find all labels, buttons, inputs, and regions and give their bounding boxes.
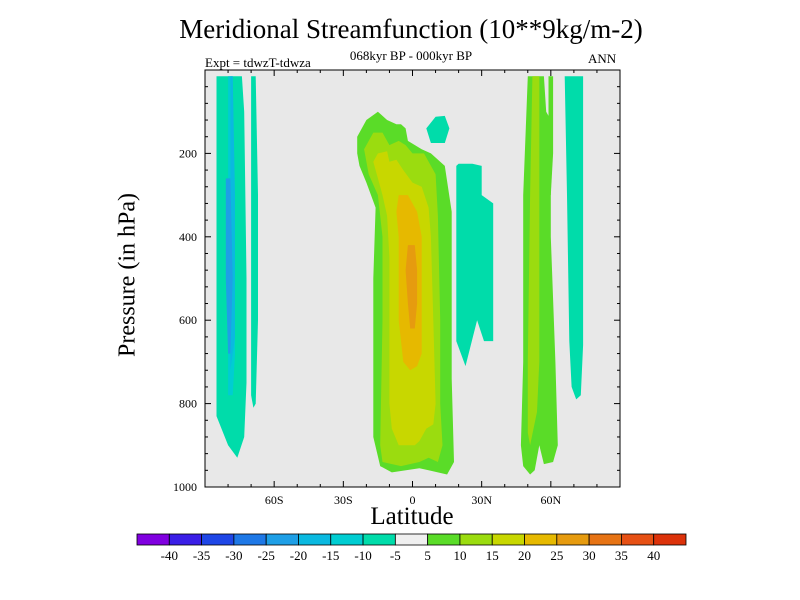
contour-region-14 bbox=[527, 76, 540, 446]
colorbar-label: -25 bbox=[258, 548, 275, 563]
y-tick-label: 200 bbox=[179, 146, 197, 160]
colorbar-label: -10 bbox=[354, 548, 371, 563]
chart-subtitle: 068kyr BP - 000kyr BP bbox=[349, 48, 473, 63]
plot-area bbox=[205, 70, 620, 487]
colorbar-label: 35 bbox=[615, 548, 628, 563]
chart-title: Meridional Streamfunction (10**9kg/m-2) bbox=[179, 14, 643, 44]
x-tick-label: 30N bbox=[471, 493, 492, 507]
contour-region-7 bbox=[564, 76, 584, 400]
contour-region-4 bbox=[251, 76, 258, 408]
y-tick-label: 1000 bbox=[173, 480, 197, 494]
colorbar-label: -15 bbox=[322, 548, 339, 563]
colorbar-box bbox=[653, 533, 687, 546]
colorbar-box bbox=[588, 533, 622, 546]
y-tick-label: 600 bbox=[179, 313, 197, 327]
colorbar-label: 15 bbox=[486, 548, 499, 563]
colorbar-label: 40 bbox=[647, 548, 660, 563]
colorbar-box bbox=[233, 533, 267, 546]
contour-region-12 bbox=[405, 245, 418, 329]
colorbar-box bbox=[459, 533, 493, 546]
x-axis-label: Latitude bbox=[370, 503, 454, 530]
axes: 60S 30S 0 30N 60N 200 400 600 800 1000 bbox=[173, 69, 621, 507]
colorbar-box bbox=[621, 533, 655, 546]
colorbar-label: -35 bbox=[193, 548, 210, 563]
colorbar-box bbox=[330, 533, 364, 546]
x-tick-label: 60S bbox=[265, 493, 284, 507]
colorbar-label: 30 bbox=[583, 548, 596, 563]
contour-region-6 bbox=[456, 163, 494, 367]
colorbar-box bbox=[491, 533, 525, 546]
colorbar-box bbox=[298, 533, 332, 546]
colorbar-box bbox=[394, 533, 429, 546]
colorbar-label: -40 bbox=[161, 548, 178, 563]
colorbar-label: 10 bbox=[453, 548, 466, 563]
colorbar-box bbox=[265, 533, 299, 546]
colorbar-label: -20 bbox=[290, 548, 307, 563]
colorbar: -40 -35 -30 -25 -20 -15 -10 -5 5 10 15 20 25 30 35 40 bbox=[136, 533, 687, 563]
colorbar-box bbox=[362, 533, 396, 546]
contour-region-3 bbox=[225, 178, 233, 354]
colorbar-box bbox=[201, 533, 235, 546]
contour-region-5 bbox=[426, 115, 450, 143]
colorbar-box bbox=[556, 533, 590, 546]
colorbar-label: -5 bbox=[390, 548, 401, 563]
colorbar-label: -30 bbox=[225, 548, 242, 563]
colorbar-label: 25 bbox=[550, 548, 563, 563]
season-label: ANN bbox=[588, 51, 617, 66]
colorbar-box bbox=[524, 533, 558, 546]
x-tick-label: 60N bbox=[540, 493, 561, 507]
contour-region-0 bbox=[205, 76, 247, 458]
colorbar-box bbox=[136, 533, 170, 546]
experiment-label: Expt = tdwzT-tdwza bbox=[205, 55, 311, 70]
x-tick-label: 30S bbox=[334, 493, 353, 507]
colorbar-box bbox=[168, 533, 202, 546]
y-tick-label: 800 bbox=[179, 397, 197, 411]
y-tick-label: 400 bbox=[179, 230, 197, 244]
colorbar-box bbox=[427, 533, 461, 546]
colorbar-label: 20 bbox=[518, 548, 531, 563]
x-tick-label: 0 bbox=[410, 493, 416, 507]
contour-region-15 bbox=[548, 76, 554, 196]
colorbar-label: 5 bbox=[424, 548, 431, 563]
